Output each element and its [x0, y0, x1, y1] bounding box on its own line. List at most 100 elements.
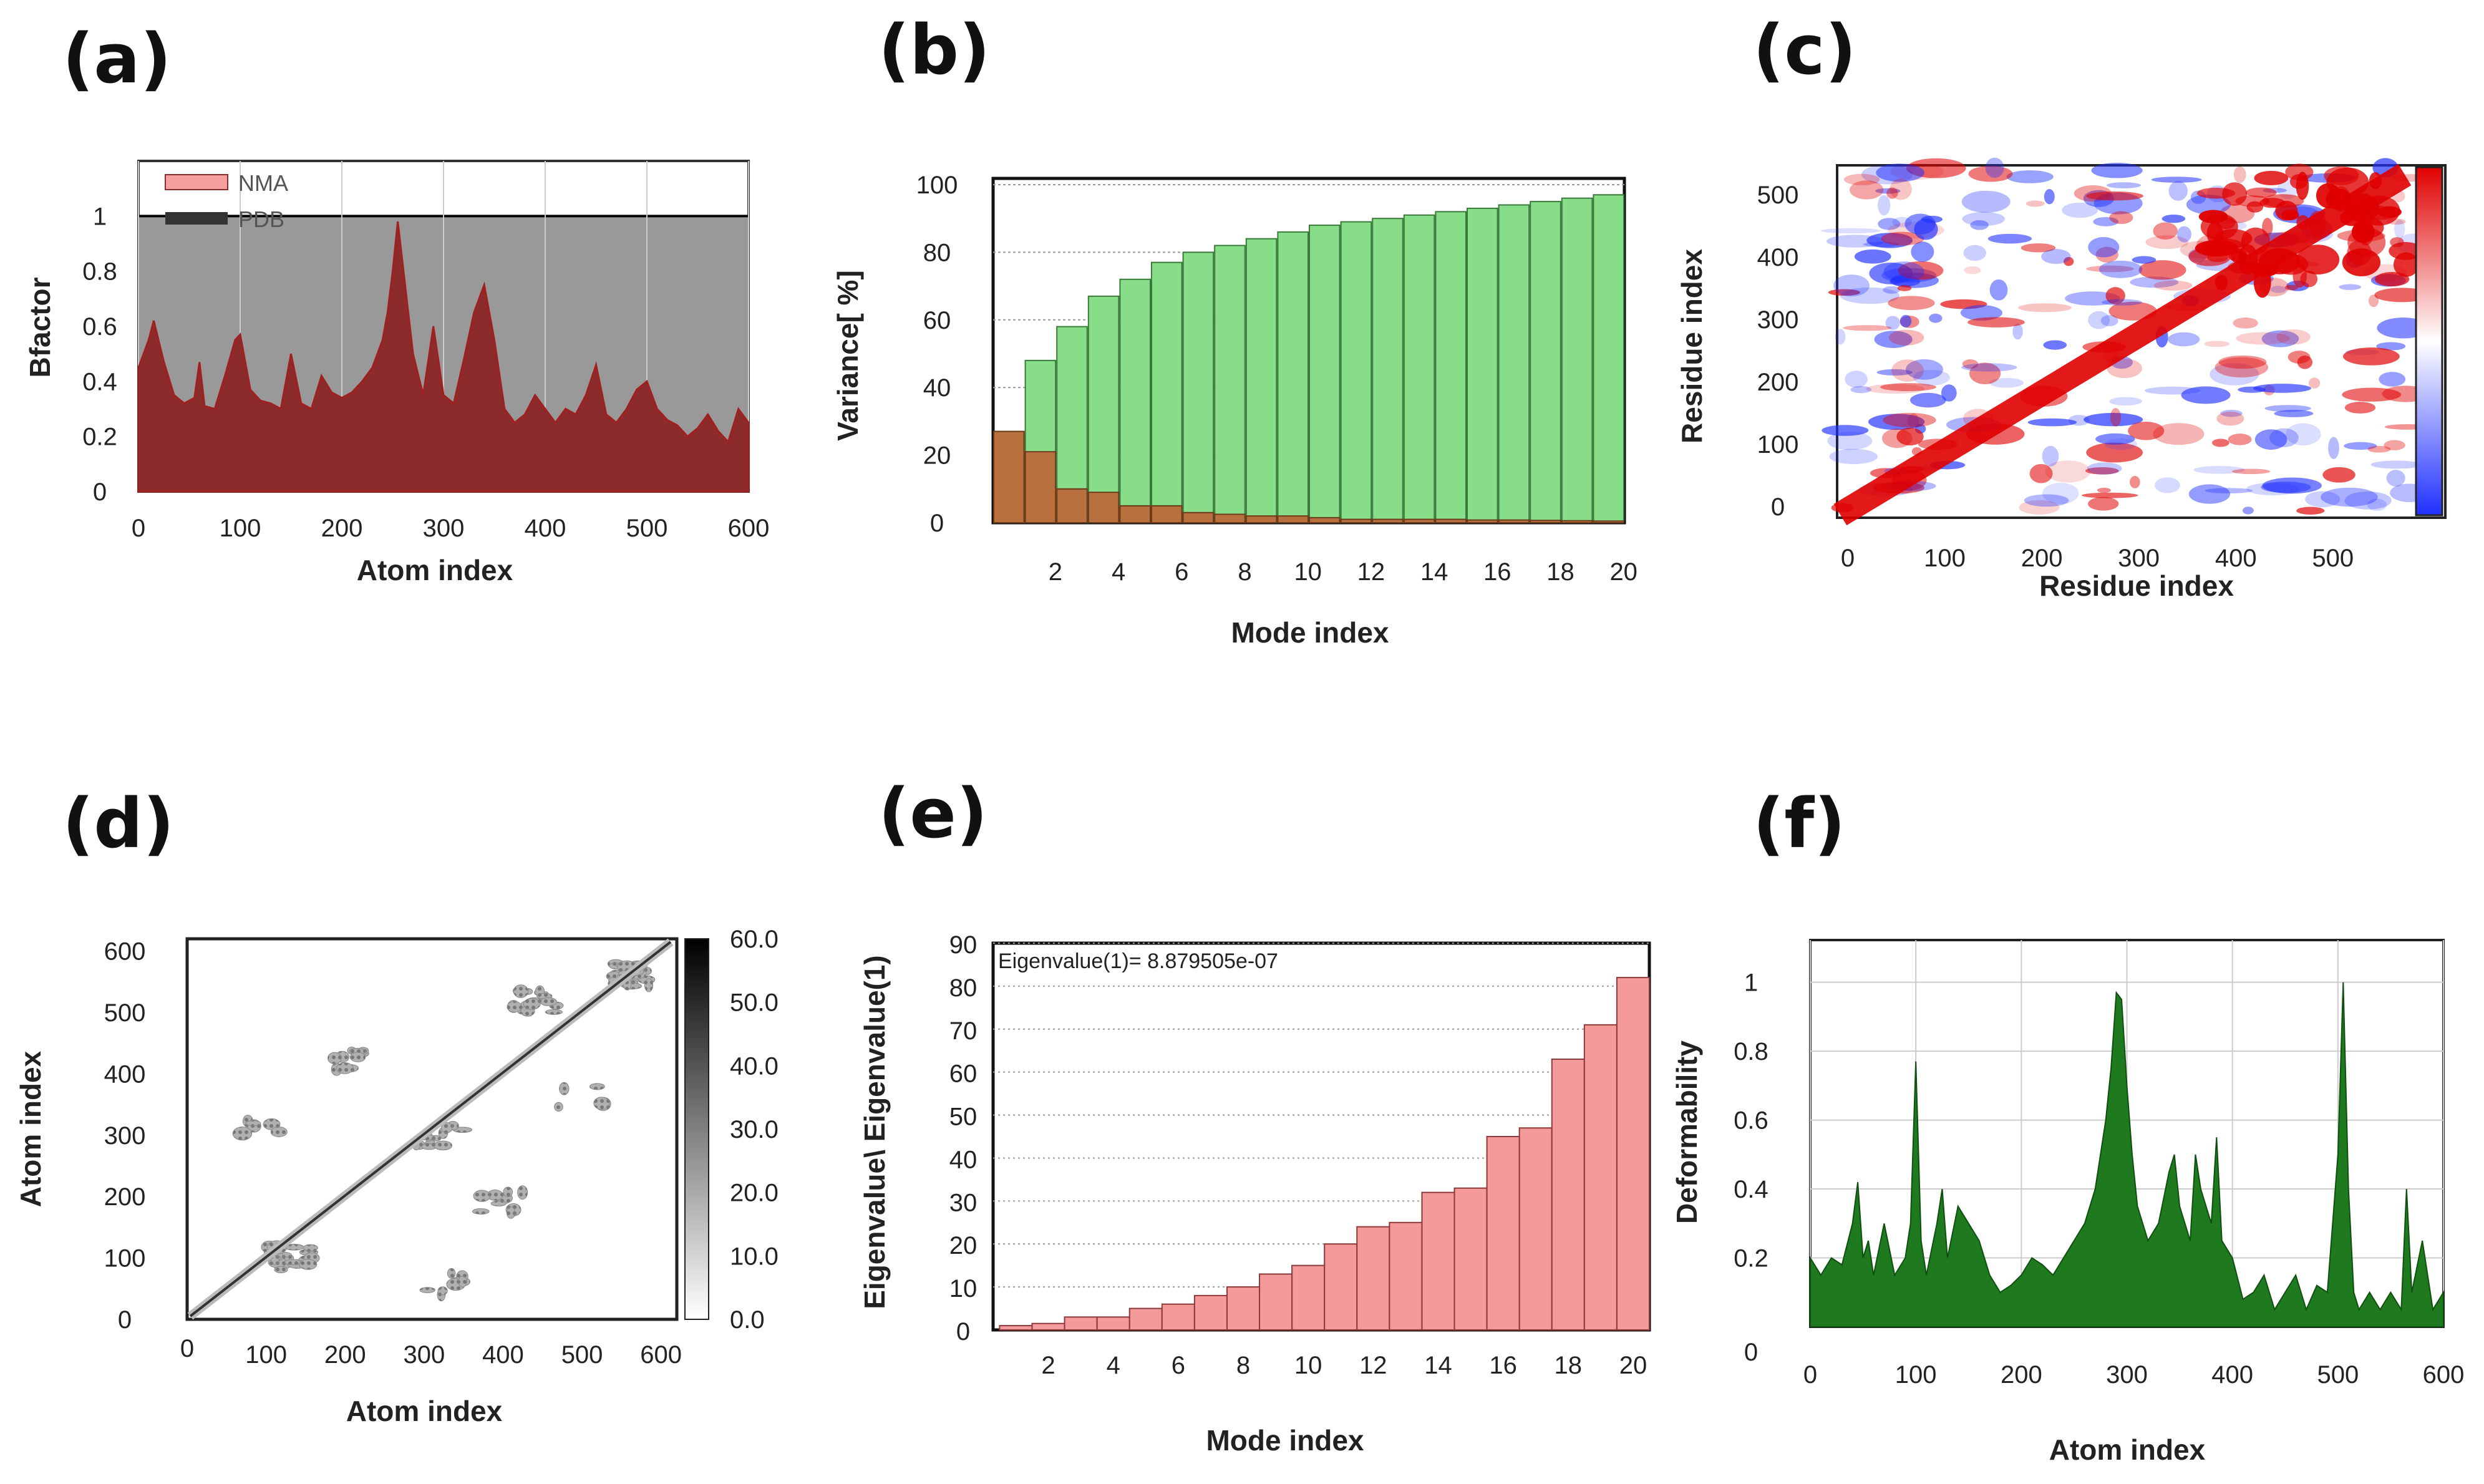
correlation-cell — [2270, 286, 2287, 293]
contact-cell — [513, 984, 529, 998]
panel-e-x-tick: 2 — [1041, 1352, 1055, 1379]
individual-variance-bar — [1309, 516, 1341, 523]
correlation-cell — [2186, 195, 2231, 215]
panel-a-y-tick: 0.2 — [82, 424, 117, 451]
correlation-cell — [2370, 460, 2423, 469]
correlation-cell — [2342, 387, 2402, 402]
panel-b-x-tick: 18 — [1546, 558, 1574, 586]
panel-c-x-ticks: 0 100 200 300 400 500 — [1841, 545, 2354, 572]
individual-variance-bar — [1277, 515, 1309, 523]
correlation-cell — [2086, 191, 2143, 201]
correlation-cell — [2216, 411, 2244, 426]
correlation-cell — [1911, 241, 1934, 262]
panel-a-x-tick: 300 — [423, 515, 465, 542]
panel-a-x-tick: 100 — [220, 515, 261, 542]
correlation-cell — [2128, 421, 2165, 440]
cumulative-variance-bar — [1340, 221, 1372, 523]
panel-e-y-ticks: 0 10 20 30 40 50 60 70 80 90 — [949, 931, 978, 1346]
correlation-cell — [2296, 507, 2325, 515]
panel-d-colorbar-tick: 50.0 — [730, 989, 779, 1017]
panel-d-y-tick: 600 — [104, 938, 146, 966]
correlation-cell — [1961, 363, 2017, 372]
panel-f-x-tick: 100 — [1895, 1361, 1937, 1389]
panel-b-x-tick: 14 — [1420, 558, 1448, 586]
correlation-cell — [2379, 372, 2406, 387]
correlation-cell — [2042, 445, 2059, 467]
contact-cell — [274, 1266, 288, 1274]
contact-cell — [540, 997, 557, 1006]
correlation-cell — [2132, 256, 2157, 264]
panel-e-y-tick: 50 — [949, 1103, 978, 1131]
panel-e-y-tick: 0 — [956, 1318, 970, 1346]
cumulative-variance-bar — [1372, 218, 1404, 523]
legend-label-nma: NMA — [238, 170, 288, 196]
correlation-cell — [1883, 261, 1924, 282]
correlation-cell — [1970, 220, 1989, 230]
panel-a-x-tick: 600 — [728, 515, 770, 542]
correlation-cell — [2284, 284, 2298, 291]
eigenvalue-bar — [1064, 1316, 1098, 1331]
eigenvalue-bar — [1583, 1024, 1618, 1331]
correlation-cell — [2228, 434, 2252, 445]
panel-b-x-tick: 4 — [1112, 558, 1125, 586]
correlation-cell — [2339, 284, 2361, 290]
panel-f-y-ticks: 0 0.2 0.4 0.6 0.8 1 — [1734, 969, 1768, 1366]
correlation-cell — [2316, 183, 2341, 208]
correlation-cell — [1833, 274, 1870, 297]
correlation-cell — [2027, 418, 2077, 427]
correlation-cell — [2095, 246, 2118, 263]
panel-b-y-tick: 20 — [923, 442, 951, 470]
correlation-cell — [1878, 218, 1901, 230]
correlation-cell — [1850, 386, 1872, 394]
deformability-area — [1810, 982, 2444, 1327]
panel-e-x-tick: 4 — [1107, 1352, 1120, 1379]
correlation-cell — [2204, 341, 2230, 347]
correlation-cell — [1909, 392, 1946, 408]
panel-f-x-tick: 600 — [2423, 1361, 2465, 1389]
correlation-cell — [1876, 163, 1924, 182]
correlation-cell — [2344, 402, 2376, 414]
correlation-cell — [1854, 249, 1891, 264]
panel-a-y-tick: 1 — [93, 203, 107, 230]
correlation-cell — [1964, 266, 1981, 274]
panel-e-y-tick: 80 — [949, 974, 978, 1002]
correlation-cell — [1989, 377, 2024, 388]
correlation-cell — [2289, 174, 2308, 189]
panel-a-x-axis-title: Atom index — [357, 554, 513, 586]
panel-f-x-tick: 400 — [2211, 1361, 2253, 1389]
contact-cell — [507, 1001, 522, 1012]
contact-cell — [298, 1259, 318, 1270]
correlation-cell — [1929, 313, 1943, 323]
correlation-cell — [1963, 245, 1987, 261]
correlation-cell — [1886, 187, 1898, 199]
panel-b-variance-chart: 2 4 6 8 10 12 14 16 18 20 0 20 40 60 80 100 Mode index… — [832, 172, 1637, 649]
correlation-cell — [2021, 243, 2056, 253]
panel-c-x-tick: 400 — [2215, 545, 2257, 572]
correlation-cell — [2342, 248, 2381, 276]
panel-label-e: (e) — [878, 774, 987, 853]
correlation-cell — [2107, 358, 2142, 379]
panel-c-x-tick: 100 — [1924, 545, 1966, 572]
correlation-cell — [1896, 427, 1924, 446]
correlation-cell — [2168, 332, 2200, 347]
panel-e-x-tick: 8 — [1236, 1352, 1250, 1379]
correlation-cell — [1874, 331, 1913, 348]
cumulative-variance-bar — [1182, 251, 1215, 523]
eigenvalue-bar — [1031, 1322, 1065, 1331]
panel-d-y-tick: 400 — [104, 1060, 146, 1088]
correlation-cell — [1880, 383, 1936, 392]
panel-c-x-tick: 0 — [1841, 545, 1855, 572]
panel-f-y-tick: 0.2 — [1734, 1245, 1768, 1273]
individual-variance-bar — [1214, 513, 1246, 524]
panel-d-x-axis-title: Atom index — [346, 1395, 503, 1427]
correlation-cell — [2012, 323, 2023, 340]
correlation-cell — [2084, 412, 2143, 427]
correlation-cell — [1888, 329, 1924, 346]
panel-f-deformability-chart: 0 100 200 300 400 500 600 0 0.2 0.4 0.6 0.8 1 Atom … — [1671, 939, 2465, 1466]
panel-b-x-tick: 10 — [1294, 558, 1322, 586]
panel-f-x-tick: 500 — [2317, 1361, 2359, 1389]
cumulative-variance-bar — [1087, 295, 1120, 523]
individual-variance-bar — [1403, 518, 1435, 524]
contact-cell — [559, 1082, 570, 1095]
correlation-cell — [1876, 369, 1913, 376]
